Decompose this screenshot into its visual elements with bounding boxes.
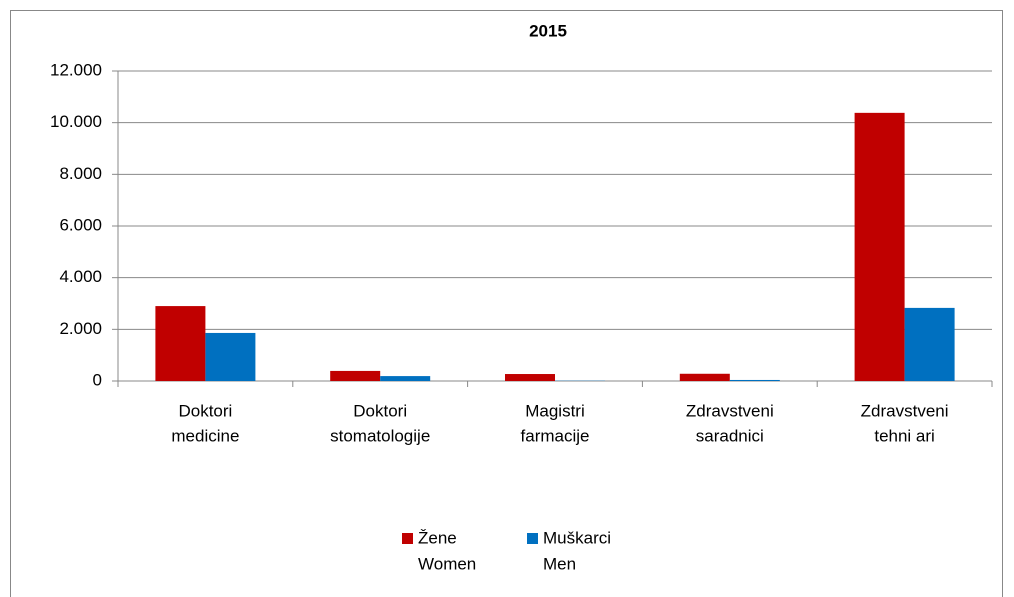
y-tick-label: 6.000 <box>59 215 102 234</box>
bar <box>205 332 256 381</box>
x-tick-label: Doktori <box>353 401 407 420</box>
bar <box>854 112 905 381</box>
bar <box>904 307 955 381</box>
legend-label: Women <box>418 554 476 573</box>
x-tick-label: Zdravstveni <box>861 401 949 420</box>
x-tick-label: farmacije <box>521 426 590 445</box>
chart-border <box>10 10 1003 597</box>
legend-label: Žene <box>418 528 457 547</box>
y-tick-label: 4.000 <box>59 267 102 286</box>
bar <box>155 306 206 381</box>
bar <box>330 370 381 381</box>
bar <box>380 376 431 381</box>
x-tick-label: Doktori <box>178 401 232 420</box>
x-tick-label: Magistri <box>525 401 585 420</box>
bar <box>729 379 780 381</box>
x-tick-label: saradnici <box>696 426 764 445</box>
legend-label: Men <box>543 554 576 573</box>
x-tick-label: medicine <box>171 426 239 445</box>
x-tick-label: stomatologije <box>330 426 430 445</box>
x-tick-label: Zdravstveni <box>686 401 774 420</box>
legend-swatch <box>527 533 538 544</box>
y-tick-label: 8.000 <box>59 164 102 183</box>
bar <box>505 374 555 381</box>
y-tick-label: 10.000 <box>50 112 102 131</box>
x-tick-label: tehni ari <box>874 426 934 445</box>
legend-swatch <box>402 533 413 544</box>
y-tick-label: 2.000 <box>59 319 102 338</box>
y-tick-label: 12.000 <box>50 60 102 79</box>
chart-title: 2015 <box>529 21 567 40</box>
legend-label: Muškarci <box>543 528 611 547</box>
bar <box>679 373 730 381</box>
y-tick-label: 0 <box>93 370 102 389</box>
